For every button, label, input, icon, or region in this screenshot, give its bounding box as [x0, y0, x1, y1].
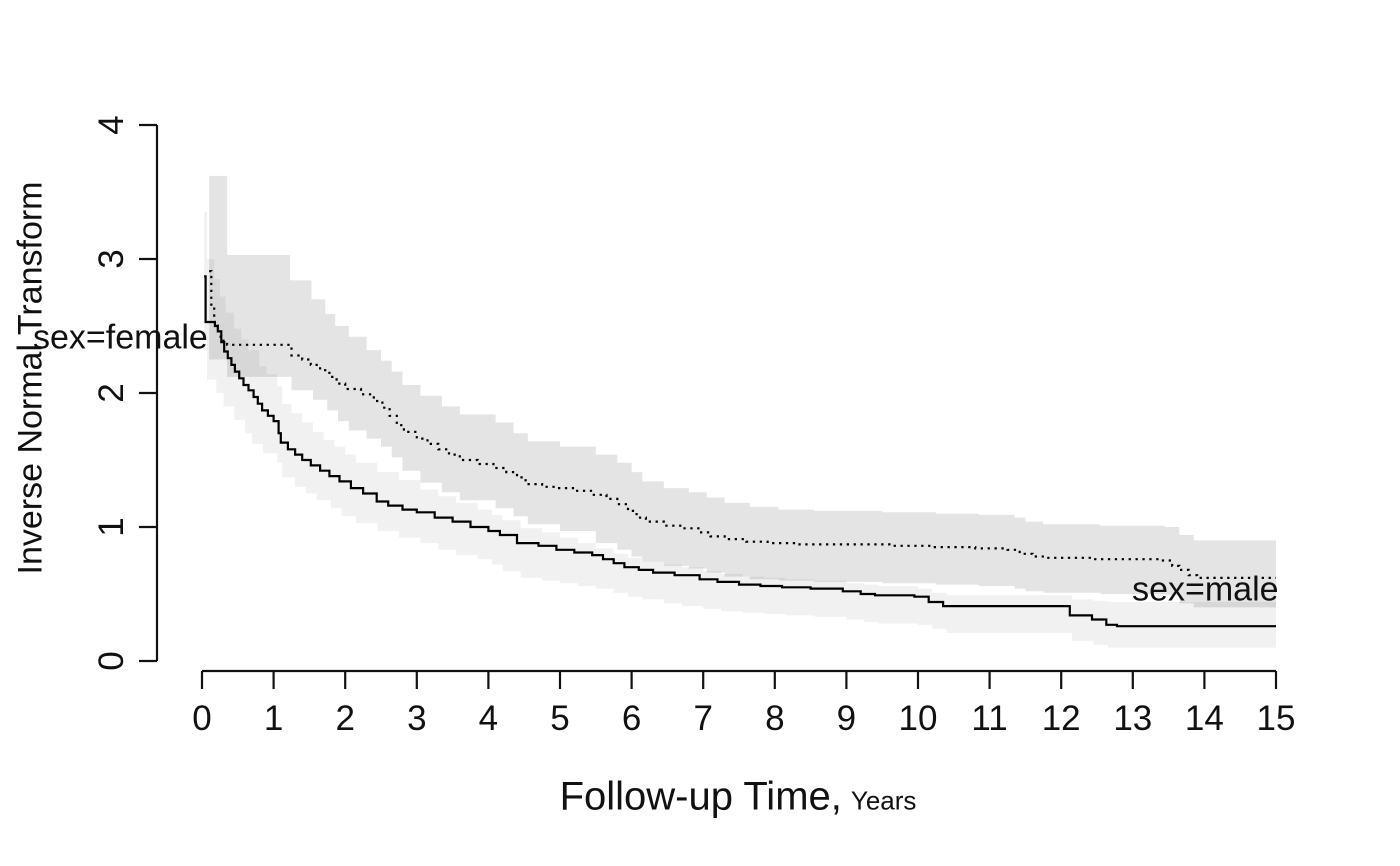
x-tick-label: 4 [479, 699, 498, 738]
x-tick-label: 11 [971, 699, 1007, 738]
x-tick-label: 1 [264, 699, 283, 738]
x-tick-label: 14 [1185, 699, 1224, 738]
x-tick-label: 12 [1042, 699, 1081, 738]
x-tick-label: 15 [1257, 699, 1296, 738]
survival-curve-female [209, 270, 1276, 580]
survival-curve-male [204, 275, 1276, 628]
y-tick-label: 0 [92, 651, 131, 670]
x-tick-label: 8 [765, 699, 784, 738]
x-axis-title-unit: Years [850, 785, 917, 816]
y-tick-label: 4 [92, 115, 131, 134]
x-axis-title: Follow-up Time, Years [560, 775, 917, 820]
x-axis-title-main: Follow-up Time, [559, 774, 842, 819]
y-axis-title: Inverse Normal Transform [11, 181, 50, 575]
x-tick-label: 9 [837, 699, 856, 738]
x-tick-label: 7 [693, 699, 712, 738]
x-tick-label: 0 [192, 699, 211, 738]
x-tick-label: 13 [1113, 699, 1152, 738]
confidence-band-male [204, 212, 1277, 648]
y-tick-label: 3 [92, 249, 131, 268]
confidence-band-female [209, 175, 1277, 609]
curve-label-male: sex=male [1132, 570, 1279, 609]
x-tick-label: 6 [622, 699, 641, 738]
x-tick-label: 2 [335, 699, 354, 738]
x-tick-label: 10 [899, 699, 938, 738]
x-tick-label: 3 [407, 699, 426, 738]
curve-label-female: sex=female [33, 318, 208, 357]
y-tick-label: 1 [92, 517, 131, 536]
y-tick-label: 2 [92, 383, 131, 402]
x-tick-label: 5 [550, 699, 569, 738]
